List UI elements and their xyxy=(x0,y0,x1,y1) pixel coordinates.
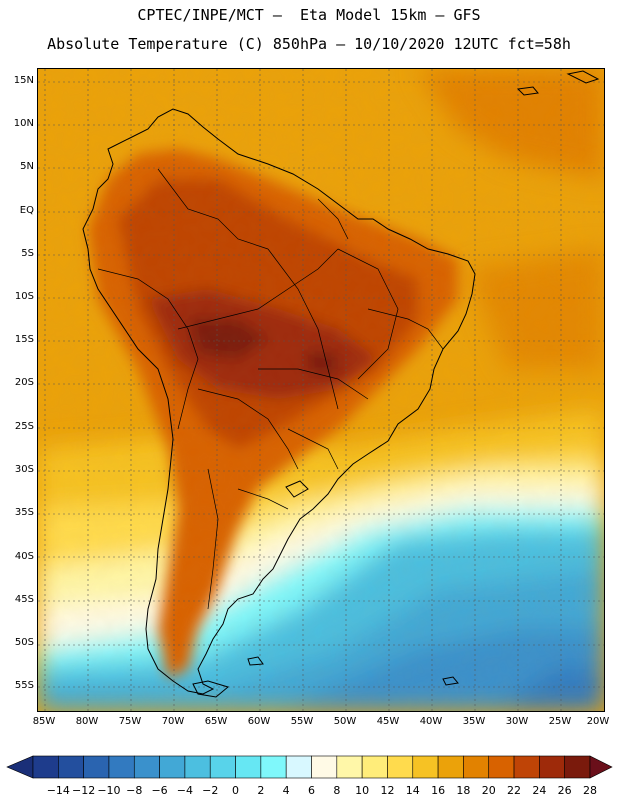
colorbar-max-arrow xyxy=(589,755,613,779)
colorbar-swatch xyxy=(513,755,540,779)
colorbar-label: 2 xyxy=(257,784,265,797)
lat-label: 20S xyxy=(14,377,34,388)
colorbar-label: −14 xyxy=(46,784,70,797)
title-line-1: CPTEC/INPE/MCT – Eta Model 15km – GFS xyxy=(137,6,481,24)
colorbar-swatch xyxy=(83,755,110,779)
lon-label: 60W xyxy=(247,716,271,727)
colorbar-label: −10 xyxy=(97,784,121,797)
colorbar-label: 20 xyxy=(481,784,496,797)
colorbar-swatch xyxy=(108,755,135,779)
map-panel xyxy=(37,68,605,712)
lat-label: 40S xyxy=(14,551,34,562)
title-line-2: Absolute Temperature (C) 850hPa – 10/10/… xyxy=(47,35,571,53)
lat-label: 10N xyxy=(13,118,34,129)
colorbar-swatch xyxy=(285,755,312,779)
colorbar-swatch xyxy=(412,755,439,779)
colorbar-label: 8 xyxy=(333,784,341,797)
lat-label: 5N xyxy=(20,161,34,172)
colorbar-swatch xyxy=(209,755,236,779)
colorbar-swatch xyxy=(488,755,515,779)
colorbar-swatch xyxy=(58,755,84,779)
lat-label: 30S xyxy=(14,464,34,475)
colorbar-swatch xyxy=(463,755,490,779)
lon-label: 85W xyxy=(32,716,56,727)
lon-label: 75W xyxy=(118,716,142,727)
temperature-map xyxy=(38,69,604,711)
coastline xyxy=(82,70,600,698)
colorbar-label: 28 xyxy=(583,784,597,797)
colorbar-label: 4 xyxy=(282,784,290,797)
colorbar xyxy=(0,748,618,798)
colorbar-swatch xyxy=(564,755,591,779)
lat-label: 5S xyxy=(21,248,34,259)
colorbar-label: 12 xyxy=(380,784,395,797)
colorbar-graphic xyxy=(6,755,613,779)
lon-label: 50W xyxy=(333,716,357,727)
colorbar-min-arrow xyxy=(6,755,34,779)
lon-label: 30W xyxy=(505,716,529,727)
lat-label: 35S xyxy=(14,507,34,518)
lon-label: 70W xyxy=(161,716,185,727)
lat-label: 50S xyxy=(14,637,34,648)
colorbar-swatch xyxy=(539,755,565,779)
colorbar-label: 18 xyxy=(456,784,471,797)
lon-label: 40W xyxy=(419,716,443,727)
lon-label: 20W xyxy=(586,716,610,727)
lon-label: 25W xyxy=(548,716,572,727)
colorbar-label: −6 xyxy=(151,784,168,797)
lon-label: 65W xyxy=(204,716,228,727)
colorbar-label: 26 xyxy=(557,784,572,797)
colorbar-label: 0 xyxy=(232,784,240,797)
colorbar-label: 24 xyxy=(532,784,547,797)
colorbar-swatch xyxy=(235,755,262,779)
lat-label: 15S xyxy=(14,334,34,345)
colorbar-swatch xyxy=(336,755,363,779)
graticule xyxy=(38,69,604,711)
lon-label: 55W xyxy=(290,716,314,727)
colorbar-label: −4 xyxy=(176,784,194,797)
colorbar-swatch xyxy=(133,755,160,779)
colorbar-label: 14 xyxy=(405,784,420,797)
lat-label: 15N xyxy=(13,75,34,86)
lon-label: 80W xyxy=(75,716,99,727)
colorbar-swatch xyxy=(437,755,464,779)
colorbar-swatch xyxy=(361,755,388,779)
colorbar-swatch xyxy=(260,755,287,779)
colorbar-label: −12 xyxy=(72,784,96,797)
lon-label: 45W xyxy=(376,716,400,727)
lon-label: 35W xyxy=(462,716,486,727)
colorbar-swatch xyxy=(184,755,211,779)
colorbar-label: 16 xyxy=(431,784,446,797)
lat-label: 25S xyxy=(14,421,34,432)
colorbar-swatch xyxy=(387,755,414,779)
lat-label: 45S xyxy=(14,594,34,605)
colorbar-swatch xyxy=(159,755,186,779)
colorbar-swatch xyxy=(311,755,338,779)
lat-label: 55S xyxy=(14,680,34,691)
colorbar-label: −8 xyxy=(126,784,143,797)
colorbar-label: 10 xyxy=(355,784,370,797)
borders xyxy=(97,168,444,610)
colorbar-label: 22 xyxy=(507,784,522,797)
colorbar-label: 6 xyxy=(308,784,315,797)
lat-label: EQ xyxy=(19,205,34,216)
lat-label: 10S xyxy=(14,291,34,302)
colorbar-swatch xyxy=(32,755,59,779)
colorbar-label: −2 xyxy=(202,784,219,797)
